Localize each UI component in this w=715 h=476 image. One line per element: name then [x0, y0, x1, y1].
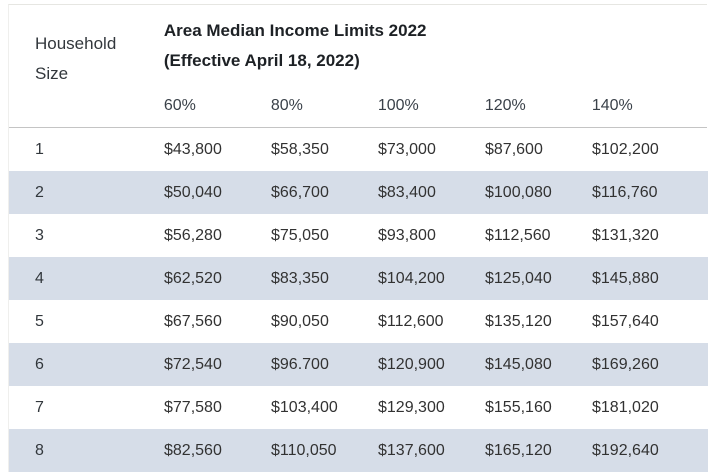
income-value-cell: $67,560: [164, 312, 222, 330]
income-value-cell: $169,260: [592, 355, 659, 373]
household-size-cell: 3: [35, 226, 44, 244]
table-row: 1 $43,800 $58,350 $73,000 $87,600 $102,200: [9, 128, 708, 171]
household-size-cell: 2: [35, 183, 44, 201]
income-value-cell: $145,080: [485, 355, 552, 373]
household-size-cell: 5: [35, 312, 44, 330]
column-header-100pct: 100%: [377, 96, 419, 114]
income-value-cell: $58,350: [271, 140, 329, 158]
income-value-cell: $145,880: [592, 269, 659, 287]
income-value-cell: $165,120: [485, 441, 552, 459]
income-value-cell: $73,000: [378, 140, 436, 158]
income-limits-table: Household Size Area Median Income Limits…: [8, 4, 708, 472]
income-value-cell: $83,350: [271, 269, 329, 287]
column-header-60pct: 60%: [163, 96, 196, 114]
income-value-cell: $102,200: [592, 140, 659, 158]
income-value-cell: $77,580: [164, 398, 222, 416]
table-title-line2: (Effective April 18, 2022): [163, 51, 360, 70]
income-value-cell: $66,700: [271, 183, 329, 201]
table-row: 5 $67,560 $90,050 $112,600 $135,120 $157,640: [9, 300, 708, 343]
table-row: 7 $77,580 $103,400 $129,300 $155,160 $181,020: [9, 386, 708, 429]
income-value-cell: $93,800: [378, 226, 436, 244]
income-value-cell: $50,040: [164, 183, 222, 201]
income-value-cell: $87,600: [485, 140, 543, 158]
income-value-cell: $82,560: [164, 441, 222, 459]
table-row: 6 $72,540 $96.700 $120,900 $145,080 $169,260: [9, 343, 708, 386]
income-value-cell: $103,400: [271, 398, 338, 416]
income-value-cell: $43,800: [164, 140, 222, 158]
table-body: 1 $43,800 $58,350 $73,000 $87,600 $102,200 2 $5…: [9, 128, 708, 472]
income-value-cell: $83,400: [378, 183, 436, 201]
household-size-cell: 1: [35, 140, 44, 158]
income-value-cell: $100,080: [485, 183, 552, 201]
household-size-cell: 6: [35, 355, 44, 373]
income-value-cell: $116,760: [592, 183, 658, 201]
table-row: 8 $82,560 $110,050 $137,600 $165,120 $192,640: [9, 429, 708, 472]
household-size-cell: 4: [35, 269, 44, 287]
income-value-cell: $155,160: [485, 398, 552, 416]
income-value-cell: $104,200: [378, 269, 445, 287]
table-row: 2 $50,040 $66,700 $83,400 $100,080 $116,760: [9, 171, 708, 214]
column-header-140pct: 140%: [591, 96, 633, 114]
income-value-cell: $192,640: [592, 441, 659, 459]
income-value-cell: $96.700: [271, 355, 329, 373]
income-value-cell: $135,120: [485, 312, 552, 330]
table-header: Household Size Area Median Income Limits…: [9, 5, 707, 128]
income-value-cell: $62,520: [164, 269, 222, 287]
household-size-cell: 7: [35, 398, 44, 416]
income-value-cell: $56,280: [164, 226, 222, 244]
household-size-corner-label: Household Size: [9, 5, 141, 127]
table-title: Area Median Income Limits 2022 (Effectiv…: [141, 5, 707, 84]
income-value-cell: $131,320: [592, 226, 659, 244]
income-value-cell: $181,020: [592, 398, 659, 416]
column-header-80pct: 80%: [270, 96, 303, 114]
income-value-cell: $75,050: [271, 226, 329, 244]
income-value-cell: $157,640: [592, 312, 659, 330]
income-value-cell: $129,300: [378, 398, 445, 416]
column-header-120pct: 120%: [484, 96, 526, 114]
income-value-cell: $137,600: [378, 441, 445, 459]
income-value-cell: $110,050: [271, 441, 337, 459]
income-value-cell: $112,560: [485, 226, 551, 244]
income-value-cell: $120,900: [378, 355, 445, 373]
table-row: 3 $56,280 $75,050 $93,800 $112,560 $131,320: [9, 214, 708, 257]
household-size-cell: 8: [35, 441, 44, 459]
table-title-line1: Area Median Income Limits 2022: [163, 21, 427, 40]
income-value-cell: $125,040: [485, 269, 552, 287]
header-right: Area Median Income Limits 2022 (Effectiv…: [141, 5, 707, 127]
income-value-cell: $90,050: [271, 312, 329, 330]
income-value-cell: $72,540: [164, 355, 222, 373]
table-row: 4 $62,520 $83,350 $104,200 $125,040 $145,880: [9, 257, 708, 300]
income-value-cell: $112,600: [378, 312, 444, 330]
percent-header-row: 60% 80% 100% 120% 140%: [141, 84, 707, 127]
